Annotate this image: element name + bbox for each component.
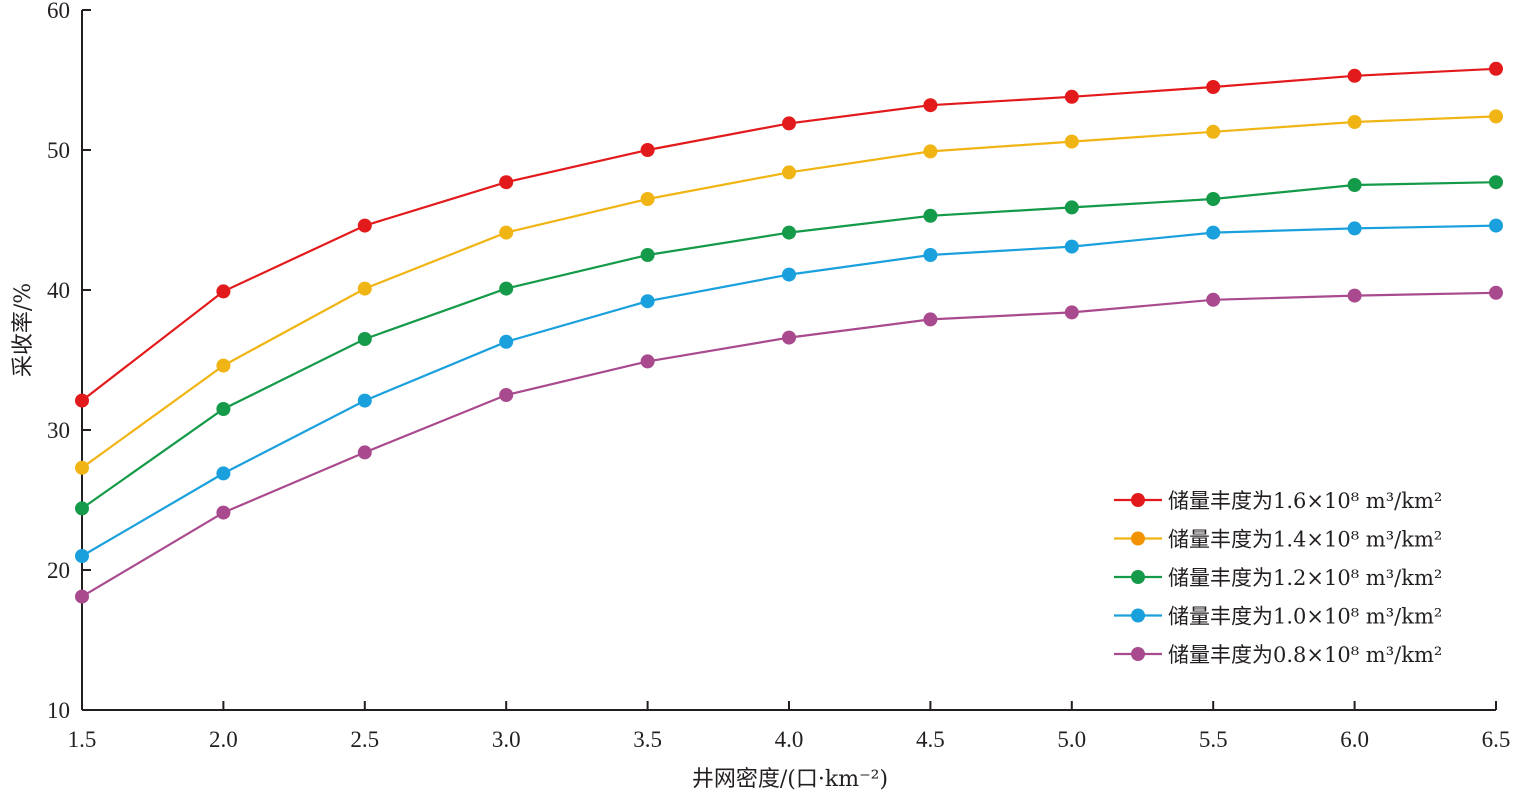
y-tick-label: 30 xyxy=(47,418,70,443)
data-point xyxy=(1064,239,1079,254)
data-point xyxy=(216,284,231,299)
legend-item: 储量丰度为1.6×10⁸ m³/km² xyxy=(1114,489,1442,513)
data-point xyxy=(1064,305,1079,320)
data-point xyxy=(1489,61,1503,76)
data-point xyxy=(357,218,372,233)
series-4 xyxy=(75,218,1503,563)
data-point xyxy=(216,358,231,373)
data-point xyxy=(640,248,655,262)
data-point xyxy=(923,144,938,159)
data-point xyxy=(1206,124,1221,139)
data-point xyxy=(1206,225,1221,240)
legend-marker xyxy=(1131,531,1145,546)
data-point xyxy=(1489,218,1503,233)
data-point xyxy=(782,165,796,180)
data-point xyxy=(499,334,514,349)
data-point xyxy=(1206,80,1221,94)
data-point xyxy=(923,248,938,262)
data-point xyxy=(75,589,89,604)
data-point xyxy=(1347,178,1362,192)
legend-item: 储量丰度为1.0×10⁸ m³/km² xyxy=(1114,605,1442,629)
y-tick-label: 20 xyxy=(47,558,70,583)
legend-label: 储量丰度为1.0×10⁸ m³/km² xyxy=(1168,605,1442,629)
data-point xyxy=(499,175,514,190)
x-axis-title: 井网密度/(口·km⁻²) xyxy=(692,767,888,792)
x-tick-label: 6.5 xyxy=(1482,727,1511,752)
data-point xyxy=(1064,134,1079,149)
data-point xyxy=(1347,288,1362,303)
data-point xyxy=(923,312,938,327)
x-tick-label: 5.0 xyxy=(1057,727,1086,752)
x-tick-label: 2.5 xyxy=(350,727,379,752)
x-tick-label: 2.0 xyxy=(209,727,238,752)
data-point xyxy=(1489,175,1503,190)
data-point xyxy=(1206,292,1221,307)
data-point xyxy=(499,388,514,402)
y-tick-label: 60 xyxy=(47,0,70,23)
legend-label: 储量丰度为0.8×10⁸ m³/km² xyxy=(1168,643,1442,667)
legend-marker xyxy=(1131,493,1145,507)
legend: 储量丰度为1.6×10⁸ m³/km² 储量丰度为1.4×10⁸ m³/km² 储量… xyxy=(1114,489,1442,667)
series-2 xyxy=(75,109,1503,475)
data-point xyxy=(923,208,938,223)
data-point xyxy=(216,466,231,481)
series-3 xyxy=(75,175,1503,516)
x-tick-label: 4.5 xyxy=(916,727,945,752)
y-axis-title: 采收率/% xyxy=(11,283,36,377)
legend-item: 储量丰度为1.4×10⁸ m³/km² xyxy=(1114,528,1442,552)
legend-item: 储量丰度为0.8×10⁸ m³/km² xyxy=(1114,643,1442,667)
x-tick-label: 3.5 xyxy=(633,727,662,752)
data-point xyxy=(216,402,231,416)
series-1 xyxy=(75,61,1503,408)
data-point xyxy=(357,393,372,408)
legend-label: 储量丰度为1.2×10⁸ m³/km² xyxy=(1168,566,1442,590)
legend-label: 储量丰度为1.4×10⁸ m³/km² xyxy=(1168,528,1442,552)
data-point xyxy=(216,505,231,520)
data-point xyxy=(1206,192,1221,206)
legend-marker xyxy=(1131,647,1145,661)
data-point xyxy=(1347,221,1362,236)
legend-label: 储量丰度为1.6×10⁸ m³/km² xyxy=(1168,489,1442,513)
y-tick-label: 10 xyxy=(47,698,70,723)
data-point xyxy=(357,332,372,346)
data-point xyxy=(1489,285,1503,300)
legend-item: 储量丰度为1.2×10⁸ m³/km² xyxy=(1114,566,1442,590)
data-point xyxy=(499,225,514,240)
data-point xyxy=(75,501,89,516)
series-layer xyxy=(75,61,1503,604)
x-tick-label: 5.5 xyxy=(1199,727,1228,752)
data-point xyxy=(782,330,796,345)
data-point xyxy=(357,281,372,296)
axes: 10 20 30 40 50 60 1.5 2.0 2.5 3.0 3.5 4.0 4.5 5.0 5.5 6… xyxy=(47,0,1510,752)
y-tick-label: 40 xyxy=(47,278,70,303)
series-5 xyxy=(75,285,1503,604)
x-tick-label: 6.0 xyxy=(1340,727,1369,752)
data-point xyxy=(1064,89,1079,104)
data-point xyxy=(1347,68,1362,83)
data-point xyxy=(75,393,89,408)
data-point xyxy=(1064,200,1079,215)
data-point xyxy=(923,98,938,113)
data-point xyxy=(1489,109,1503,124)
x-tick-label: 4.0 xyxy=(775,727,804,752)
data-point xyxy=(640,294,655,309)
data-point xyxy=(640,192,655,206)
legend-marker xyxy=(1131,570,1145,584)
data-point xyxy=(357,445,372,460)
data-point xyxy=(75,460,89,475)
data-point xyxy=(75,549,89,563)
data-point xyxy=(640,143,655,157)
data-point xyxy=(499,281,514,296)
x-tick-label: 1.5 xyxy=(68,727,97,752)
data-point xyxy=(782,116,796,131)
x-tick-label: 3.0 xyxy=(492,727,521,752)
y-tick-label: 50 xyxy=(47,138,70,163)
legend-marker xyxy=(1131,608,1145,623)
data-point xyxy=(640,354,655,369)
data-point xyxy=(782,225,796,240)
data-point xyxy=(1347,115,1362,129)
data-point xyxy=(782,267,796,282)
